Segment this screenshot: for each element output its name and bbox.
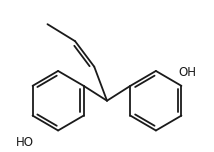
- Text: HO: HO: [16, 136, 34, 149]
- Text: OH: OH: [179, 66, 197, 79]
